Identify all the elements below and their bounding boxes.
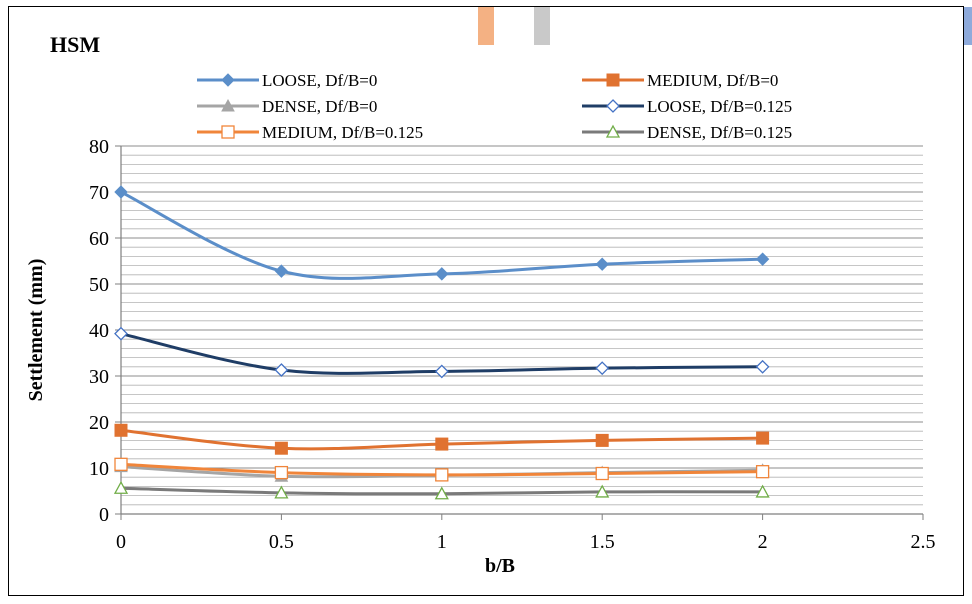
decor-tabs [478,7,972,45]
x-tick-label: 0.5 [269,531,294,553]
data-point-5-2 [434,486,449,500]
series-0 [114,185,770,281]
series-5 [113,480,770,500]
data-point-4-1 [274,465,289,480]
y-tick-label: 60 [89,228,109,250]
legend-item-5: DENSE, Df/B=0.125 [582,123,792,142]
legend-item-1: MEDIUM, Df/B=0 [582,71,778,90]
data-point-4-2 [435,468,449,482]
legend-item-2: DENSE, Df/B=0 [197,97,377,116]
legend-item-0: LOOSE, Df/B=0 [197,71,377,90]
data-point-3-4 [755,359,770,374]
chart-frame [8,6,964,596]
y-tick-labels: 0 10 20 30 40 50 60 70 80 [89,136,109,526]
x-tick-label: 1 [437,531,447,553]
y-tick-label: 30 [89,366,109,388]
y-tick-label: 20 [89,412,109,434]
y-tick-label: 80 [89,136,109,158]
data-point-1-4 [756,431,770,445]
legend-swatch-marker [221,98,235,112]
legend-swatch-marker [221,73,235,87]
data-point-1-1 [274,441,288,455]
y-tick-label: 0 [99,504,109,526]
legend: LOOSE, Df/B=0 MEDIUM, Df/B=0 DENSE, Df/B=0… [197,71,792,142]
data-point-3-1 [274,363,289,377]
chart-title: HSM [50,32,100,57]
decor-tab-1 [534,7,550,45]
legend-label: LOOSE, Df/B=0.125 [647,97,792,116]
x-tick-labels: 0 0.5 1 1.5 2 2.5 [116,531,936,553]
data-point-1-2 [435,437,449,451]
grid [121,145,923,515]
series-layer [113,185,770,500]
x-axis-label: b/B [485,555,515,577]
legend-label: DENSE, Df/B=0 [262,97,377,116]
legend-swatch-marker [605,124,621,138]
data-point-0-4 [755,252,770,266]
x-tick-label: 0 [116,531,126,553]
data-point-0-2 [435,267,449,281]
legend-swatch-marker [221,125,235,139]
data-point-5-4 [755,484,770,498]
x-tick-label: 2 [758,531,768,553]
y-tick-label: 70 [89,182,109,204]
data-point-1-0 [114,423,128,437]
y-tick-label: 50 [89,274,109,296]
data-point-5-3 [595,484,610,498]
x-tick-label: 1.5 [590,531,615,553]
series-1 [114,423,770,455]
data-point-0-0 [114,185,128,199]
data-point-3-2 [434,364,449,379]
data-point-0-1 [274,264,289,278]
data-point-5-1 [274,485,289,499]
y-tick-label: 40 [89,320,109,342]
legend-label: LOOSE, Df/B=0 [262,71,377,90]
legend-item-3: LOOSE, Df/B=0.125 [582,97,792,116]
data-point-0-3 [595,257,609,271]
data-point-3-3 [595,361,610,376]
series-3 [114,326,770,379]
series-4 [114,457,770,482]
data-point-5-0 [113,480,129,494]
data-point-4-3 [595,466,609,481]
data-point-1-3 [595,433,609,447]
legend-label: MEDIUM, Df/B=0.125 [262,123,423,142]
legend-label: MEDIUM, Df/B=0 [647,71,778,90]
data-point-3-0 [114,326,128,341]
axes [115,145,924,520]
legend-swatch-marker [606,99,620,113]
legend-label: DENSE, Df/B=0.125 [647,123,792,142]
data-point-4-4 [755,465,770,479]
data-point-4-0 [114,457,128,471]
y-axis-label: Settlement (mm) [25,259,47,402]
legend-item-4: MEDIUM, Df/B=0.125 [197,123,423,142]
decor-tab-0 [478,7,494,45]
y-tick-label: 10 [89,458,109,480]
x-tick-label: 2.5 [911,531,936,553]
legend-swatch-marker [606,73,620,87]
decor-tab-2 [964,7,972,45]
